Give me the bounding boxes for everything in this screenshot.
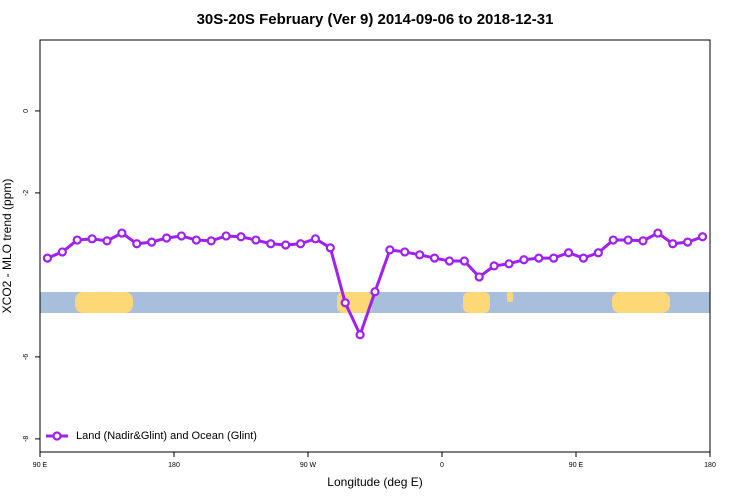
ocean-band [40, 292, 710, 313]
x-tick-label: 90 E [569, 462, 584, 469]
land-ocean-band [40, 292, 710, 313]
x-axis-label: Longitude (deg E) [327, 475, 422, 489]
data-point [459, 256, 469, 266]
data-point [593, 248, 603, 258]
data-point [266, 239, 276, 249]
data-point [697, 232, 708, 242]
land-patch [75, 292, 133, 313]
data-point [608, 235, 618, 245]
data-point [176, 231, 187, 241]
series-line [46, 231, 704, 337]
data-point [87, 234, 97, 244]
data-point [102, 236, 112, 246]
y-tick-label: -2 [23, 190, 30, 196]
x-tick-label: 180 [168, 462, 180, 469]
legend: Land (Nadir&Glint) and Ocean (Glint) [46, 430, 257, 442]
data-point [281, 240, 291, 250]
data-point [310, 234, 321, 244]
x-tick-label: 90 E [33, 462, 48, 469]
data-point [57, 247, 67, 257]
data-point [653, 228, 663, 238]
data-point [489, 261, 499, 271]
data-point [161, 233, 172, 243]
data-point [295, 239, 306, 249]
legend-label: Land (Nadir&Glint) and Ocean (Glint) [76, 430, 257, 442]
y-axis-label: XCO2 - MLO trend (ppm) [0, 179, 14, 314]
data-point [668, 239, 678, 249]
data-point [236, 232, 246, 242]
data-point [72, 235, 82, 245]
data-point [638, 236, 648, 246]
data-point [147, 237, 157, 247]
x-tick-label: 90 W [300, 462, 317, 469]
data-point [444, 256, 455, 266]
legend-marker [52, 431, 62, 441]
x-tick-label: 0 [440, 462, 444, 469]
data-point [400, 247, 410, 257]
data-point [42, 253, 53, 263]
data-point [504, 259, 514, 269]
data-point [534, 253, 544, 263]
data-point [221, 231, 231, 241]
data-point [370, 287, 380, 297]
data-point [474, 272, 484, 282]
data-point [683, 237, 693, 247]
data-point [191, 235, 201, 245]
y-tick-label: 0 [23, 109, 30, 113]
data-point [623, 235, 633, 245]
data-point [385, 245, 395, 255]
data-point [340, 298, 350, 308]
land-patch [463, 292, 490, 313]
data-point [519, 255, 529, 265]
data-point [251, 235, 261, 245]
data-point [578, 253, 589, 263]
chart-title: 30S-20S February (Ver 9) 2014-09-06 to 2… [197, 11, 554, 28]
data-point [132, 239, 142, 249]
y-tick-label: -8 [23, 436, 30, 442]
y-tick-label: -6 [23, 354, 30, 360]
land-patch [507, 292, 513, 302]
data-point [206, 236, 216, 246]
data-point [325, 243, 335, 253]
data-point [563, 248, 574, 258]
plot-frame [39, 39, 711, 453]
x-tick-label: 180 [704, 462, 716, 469]
data-point [429, 253, 440, 263]
land-patch [612, 292, 670, 313]
data-point [355, 330, 365, 340]
data-point [549, 253, 559, 263]
data-point [117, 228, 127, 238]
data-point [415, 250, 425, 260]
land-patch [337, 292, 372, 313]
